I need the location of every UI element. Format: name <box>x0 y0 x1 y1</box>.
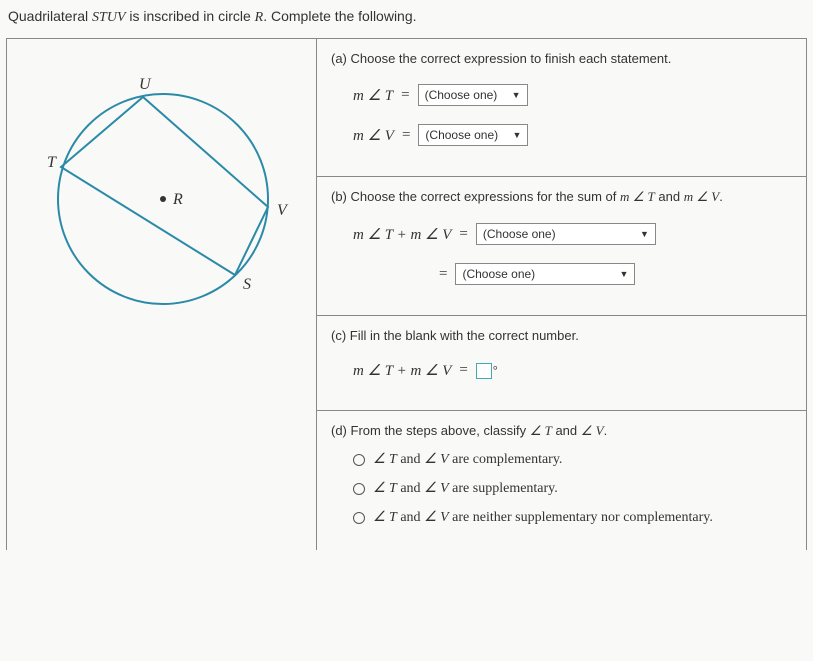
pd-period: . <box>604 423 608 438</box>
radio-icon <box>353 454 365 466</box>
equals-1: = <box>401 87 409 104</box>
part-b: (b) Choose the correct expressions for t… <box>317 177 806 316</box>
pb-period: . <box>719 189 723 204</box>
radio-icon <box>353 512 365 524</box>
equals-3: = <box>459 226 467 243</box>
select-mV[interactable]: (Choose one) ▼ <box>418 124 528 146</box>
option-supplementary[interactable]: ∠ T and ∠ V are supplementary. <box>353 480 792 497</box>
option-neither[interactable]: ∠ T and ∠ V are neither supplementary no… <box>353 509 792 526</box>
questions-panel: (a) Choose the correct expression to fin… <box>317 39 806 550</box>
select-sum2-label: (Choose one) <box>462 267 535 281</box>
pd-aT: ∠ T <box>530 423 552 438</box>
equals-4: = <box>439 266 447 283</box>
prompt-circ: R <box>255 10 264 25</box>
sum-lhs: m ∠ T + m ∠ V <box>353 225 451 244</box>
part-a-row1: m ∠ T = (Choose one) ▼ <box>353 84 792 106</box>
pb-and: and <box>655 189 684 204</box>
part-b-row1: m ∠ T + m ∠ V = (Choose one) ▼ <box>353 223 792 245</box>
sum-lhs-c: m ∠ T + m ∠ V <box>353 361 451 380</box>
pd-and: and <box>552 423 581 438</box>
pb-mT: m ∠ T <box>620 189 655 204</box>
prompt-quad: STUV <box>92 10 125 25</box>
part-b-heading: (b) Choose the correct expressions for t… <box>331 189 792 205</box>
circle-diagram: R T U V S <box>13 49 313 349</box>
opt2-text: ∠ T and ∠ V are supplementary. <box>373 480 558 497</box>
prompt-mid: is inscribed in circle <box>126 8 255 24</box>
pb-pre: (b) Choose the correct expressions for t… <box>331 189 620 204</box>
svg-text:U: U <box>139 76 152 93</box>
svg-text:S: S <box>243 276 251 293</box>
svg-text:T: T <box>47 154 57 171</box>
opt1-text: ∠ T and ∠ V are complementary. <box>373 451 562 468</box>
opt3-text: ∠ T and ∠ V are neither supplementary no… <box>373 509 713 526</box>
svg-text:R: R <box>172 191 183 208</box>
select-sum1[interactable]: (Choose one) ▼ <box>476 223 656 245</box>
select-sum2[interactable]: (Choose one) ▼ <box>455 263 635 285</box>
chevron-down-icon: ▼ <box>640 229 649 239</box>
svg-text:V: V <box>277 202 289 219</box>
mangle-v-lhs: m ∠ V <box>353 126 394 145</box>
part-c: (c) Fill in the blank with the correct n… <box>317 316 806 411</box>
select-sum1-label: (Choose one) <box>483 227 556 241</box>
part-d: (d) From the steps above, classify ∠ T a… <box>317 411 806 550</box>
option-complementary[interactable]: ∠ T and ∠ V are complementary. <box>353 451 792 468</box>
part-a-heading: (a) Choose the correct expression to fin… <box>331 51 792 66</box>
radio-icon <box>353 483 365 495</box>
main-layout: R T U V S (a) Choose the correct expression … <box>6 38 807 550</box>
chevron-down-icon: ▼ <box>513 130 522 140</box>
diagram-panel: R T U V S <box>7 39 317 550</box>
pb-mV: m ∠ V <box>684 189 719 204</box>
prompt-post: . Complete the following. <box>263 8 416 24</box>
part-c-heading: (c) Fill in the blank with the correct n… <box>331 328 792 343</box>
problem-prompt: Quadrilateral STUV is inscribed in circl… <box>6 8 807 26</box>
part-a-row2: m ∠ V = (Choose one) ▼ <box>353 124 792 146</box>
prompt-pre: Quadrilateral <box>8 8 92 24</box>
pd-pre: (d) From the steps above, classify <box>331 423 530 438</box>
equals-5: = <box>459 362 467 379</box>
mangle-t-lhs: m ∠ T <box>353 86 393 105</box>
degree-symbol: ° <box>493 363 498 378</box>
equals-2: = <box>402 127 410 144</box>
pd-aV: ∠ V <box>581 423 604 438</box>
chevron-down-icon: ▼ <box>620 269 629 279</box>
part-d-heading: (d) From the steps above, classify ∠ T a… <box>331 423 792 439</box>
select-mV-label: (Choose one) <box>425 128 498 142</box>
part-b-row2: = (Choose one) ▼ <box>431 263 792 285</box>
chevron-down-icon: ▼ <box>512 90 521 100</box>
select-mT-label: (Choose one) <box>425 88 498 102</box>
answer-input[interactable] <box>476 363 492 379</box>
part-c-row: m ∠ T + m ∠ V = ° <box>353 361 792 380</box>
part-a: (a) Choose the correct expression to fin… <box>317 39 806 177</box>
select-mT[interactable]: (Choose one) ▼ <box>418 84 528 106</box>
